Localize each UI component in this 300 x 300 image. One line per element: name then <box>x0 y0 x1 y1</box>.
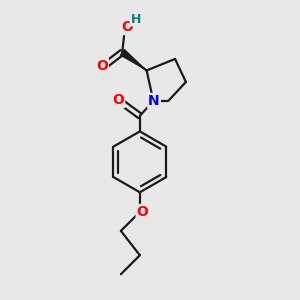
Text: O: O <box>112 93 124 107</box>
Text: O: O <box>96 59 108 73</box>
Text: H: H <box>130 13 141 26</box>
Text: O: O <box>121 20 133 34</box>
Text: O: O <box>136 205 148 219</box>
Text: N: N <box>148 94 160 108</box>
Polygon shape <box>120 49 147 70</box>
